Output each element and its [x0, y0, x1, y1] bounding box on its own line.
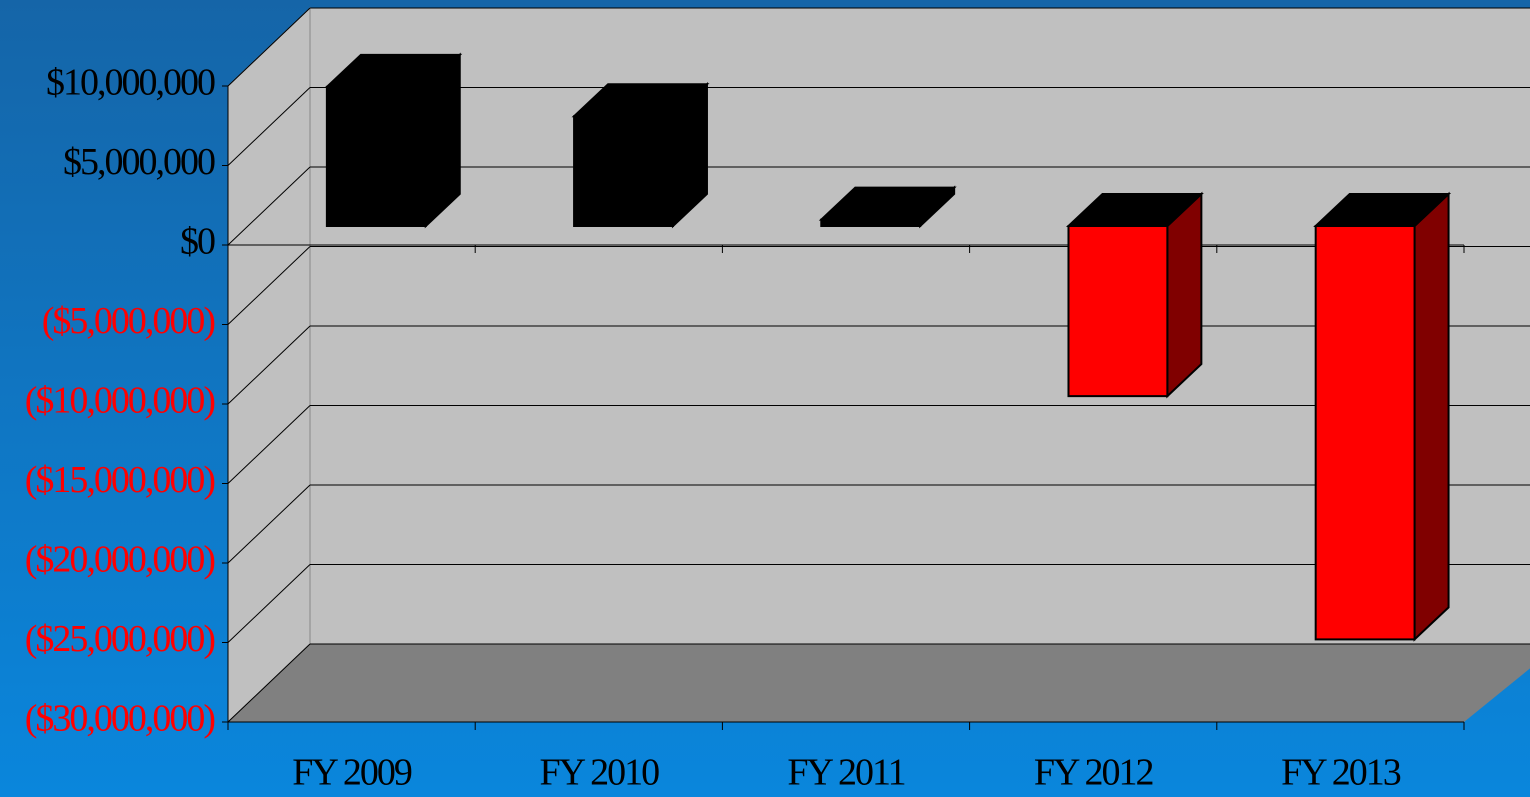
- grid-line: [227, 484, 311, 564]
- grid-line: [227, 7, 311, 87]
- bar: [325, 85, 427, 227]
- y-tick-label: ($15,000,000): [25, 459, 215, 501]
- bar: [573, 115, 674, 227]
- x-tick-label: FY 2009: [292, 752, 412, 794]
- grid-line: [227, 405, 311, 484]
- y-tick-label: $0: [180, 221, 215, 263]
- grid-line: [227, 246, 311, 325]
- y-tick-label: ($5,000,000): [42, 300, 215, 342]
- x-tick-label: FY 2011: [787, 752, 904, 794]
- bar: [820, 218, 922, 227]
- y-tick-label: ($20,000,000): [25, 539, 215, 581]
- y-tick-label: ($10,000,000): [25, 380, 215, 422]
- bar: [1314, 225, 1416, 641]
- grid-line: [227, 166, 311, 246]
- y-tick-label: $5,000,000: [63, 141, 215, 183]
- floor: [228, 644, 1530, 722]
- grid-line: [227, 643, 311, 723]
- x-tick-label: FY 2013: [1281, 752, 1401, 794]
- y-tick-label: $10,000,000: [46, 62, 215, 104]
- grid-line: [227, 325, 311, 405]
- x-tick-label: FY 2012: [1034, 752, 1153, 794]
- grid-line: [227, 564, 311, 643]
- grid-line: [227, 87, 311, 166]
- y-tick-label: ($25,000,000): [25, 618, 215, 660]
- bar: [1067, 225, 1169, 398]
- bar-side: [1166, 191, 1203, 399]
- y-tick-label: ($30,000,000): [25, 698, 215, 740]
- x-tick-label: FY 2010: [539, 752, 659, 794]
- bar-side: [1413, 191, 1450, 642]
